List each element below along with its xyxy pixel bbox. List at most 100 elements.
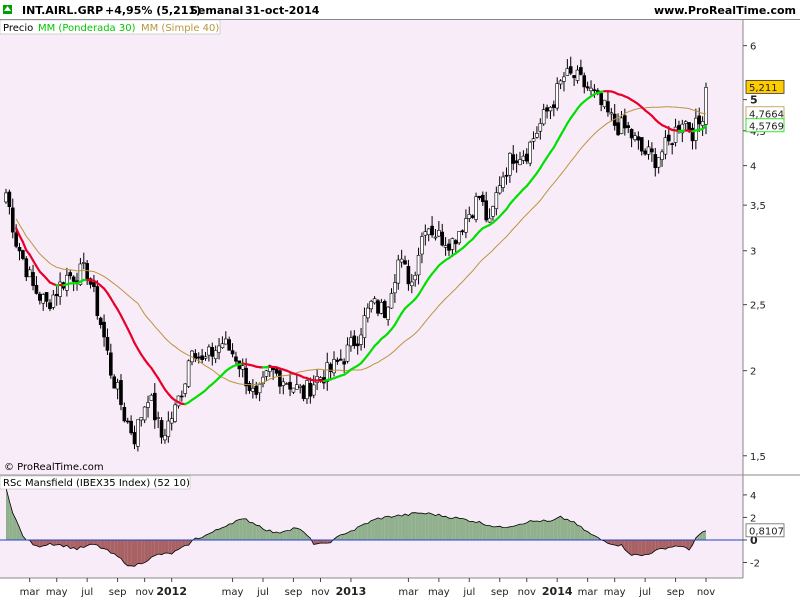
candle-body xyxy=(88,278,93,285)
candle-body xyxy=(305,380,309,400)
rsc-area-segment xyxy=(388,516,392,540)
candle-body xyxy=(149,394,154,401)
candle-body xyxy=(538,123,543,132)
candle-body xyxy=(552,104,556,108)
rsc-area-segment xyxy=(320,539,324,544)
candle-body xyxy=(352,335,357,347)
rsc-area-segment xyxy=(651,539,656,554)
candle-body xyxy=(616,122,620,136)
change-label: +4,95% (5,211) xyxy=(105,4,201,17)
candle-body xyxy=(585,86,590,89)
candle-body xyxy=(409,281,414,287)
rsc-area-segment xyxy=(154,539,159,556)
rsc-area-segment xyxy=(415,512,419,540)
rsc-area-segment xyxy=(672,539,676,548)
rsc-area-segment xyxy=(547,521,551,540)
rsc-line xyxy=(5,487,707,567)
candle-body xyxy=(234,356,238,362)
rsc-area-segment xyxy=(374,517,378,540)
ma-weighted-30-segment xyxy=(562,122,569,131)
rsc-area-segment xyxy=(621,539,625,550)
candle-body xyxy=(386,306,390,320)
rsc-area-segment xyxy=(100,539,105,549)
site-link[interactable]: www.ProRealTime.com xyxy=(654,4,796,17)
rsc-area-segment xyxy=(239,518,243,540)
candle-body xyxy=(646,146,651,155)
rsc-area-segment xyxy=(283,530,287,540)
candle-body xyxy=(606,101,610,113)
candle-body xyxy=(332,359,336,374)
rsc-area-segment xyxy=(43,539,47,546)
rsc-area-segment xyxy=(594,535,598,540)
rsc-area-segment xyxy=(273,531,277,540)
rsc-area-segment xyxy=(70,539,74,549)
rsc-area-segment xyxy=(462,518,466,540)
candle-body xyxy=(457,231,461,244)
rsc-area-segment xyxy=(668,539,673,548)
candle-body xyxy=(667,134,671,142)
rsc-area-segment xyxy=(232,520,236,540)
rsc-area-segment xyxy=(219,527,223,540)
candle-body xyxy=(166,420,171,437)
rsc-area-segment xyxy=(90,539,94,545)
ma-weighted-30-segment xyxy=(109,297,116,306)
rsc-area-segment xyxy=(266,530,270,540)
rsc-area-segment xyxy=(313,539,318,545)
rsc-area-segment xyxy=(523,522,527,540)
rsc-area-segment xyxy=(482,523,487,540)
rsc-area-segment xyxy=(526,520,531,540)
candle-body xyxy=(119,380,123,405)
rsc-area-segment xyxy=(553,518,558,540)
ma-weighted-30-segment xyxy=(133,341,139,350)
candle-body xyxy=(497,185,502,194)
candle-body xyxy=(136,419,140,447)
candle-body xyxy=(416,255,421,276)
rsc-area-segment xyxy=(479,521,483,540)
rsc-area-segment xyxy=(702,530,706,540)
rsc-area-segment xyxy=(131,539,135,567)
candle-body xyxy=(281,381,286,386)
candle-body xyxy=(125,420,130,423)
candle-body xyxy=(700,121,705,126)
rsc-area-segment xyxy=(577,525,581,540)
candle-body xyxy=(555,83,560,109)
candle-body xyxy=(619,117,624,134)
rsc-area-segment xyxy=(60,539,64,547)
rsc-area-segment xyxy=(496,526,500,540)
candle-body xyxy=(379,302,384,314)
candle-body xyxy=(508,152,512,176)
candle-body xyxy=(27,269,32,278)
candle-body xyxy=(288,381,292,390)
rsc-area-segment xyxy=(638,539,642,556)
x-tick-label: 2014 xyxy=(542,585,573,598)
rsc-area-segment xyxy=(408,512,412,540)
last-price-badge-bg xyxy=(745,79,785,94)
candle-body xyxy=(21,250,25,259)
candle-body xyxy=(633,135,637,140)
candle-body xyxy=(207,346,211,356)
ma-weighted-30-segment xyxy=(126,327,133,337)
rsc-area-segment xyxy=(151,539,155,558)
candle-body xyxy=(541,109,546,125)
candle-body xyxy=(589,87,593,92)
candle-body xyxy=(453,240,458,245)
rsc-area-segment xyxy=(97,539,101,549)
rsc-area-segment xyxy=(645,539,649,555)
candle-body xyxy=(501,176,505,188)
candle-body xyxy=(511,154,516,164)
candle-body xyxy=(156,417,160,419)
x-tick-label: 2013 xyxy=(336,585,367,598)
candle-body xyxy=(403,260,407,265)
candle-body xyxy=(623,115,627,129)
rsc-area-segment xyxy=(452,517,456,540)
candle-body xyxy=(399,258,404,263)
candle-body xyxy=(257,383,262,394)
candle-body xyxy=(220,343,225,349)
candle-body xyxy=(359,334,363,345)
rsc-last-badge-bg xyxy=(745,523,785,538)
candle-body xyxy=(504,174,509,177)
rsc-area-segment xyxy=(357,525,362,540)
watermark: © ProRealTime.com xyxy=(4,462,104,473)
rsc-area-segment xyxy=(377,517,382,540)
candle-body xyxy=(562,76,566,82)
